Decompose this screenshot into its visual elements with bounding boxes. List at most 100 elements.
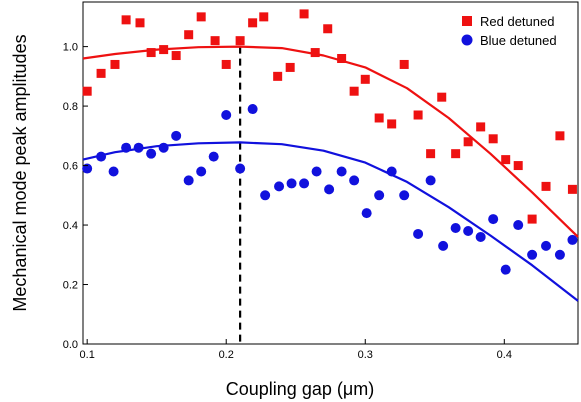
plot-frame (82, 1, 579, 345)
blue-point-29 (450, 223, 461, 234)
red-point-15 (273, 71, 283, 81)
blue-point-35 (527, 249, 538, 260)
red-point-33 (501, 155, 511, 165)
x-tick-label-1: 0.2 (219, 349, 234, 361)
red-point-12 (235, 36, 245, 46)
red-point-0 (82, 86, 92, 96)
blue-point-38 (567, 234, 578, 245)
red-point-24 (387, 119, 397, 129)
blue-point-16 (286, 178, 297, 189)
blue-point-4 (133, 142, 144, 153)
red-point-2 (110, 59, 120, 69)
blue-point-17 (299, 178, 310, 189)
blue-point-30 (463, 225, 474, 236)
blue-point-24 (386, 166, 397, 177)
blue-point-26 (413, 228, 424, 239)
blue-point-36 (541, 240, 552, 251)
fit-line-0 (82, 45, 579, 238)
red-point-23 (374, 113, 384, 123)
blue-point-9 (196, 166, 207, 177)
red-point-9 (196, 12, 206, 22)
blue-point-21 (349, 175, 360, 186)
red-point-19 (323, 24, 333, 34)
legend: Red detuned Blue detuned (461, 14, 557, 48)
red-point-27 (426, 149, 436, 159)
y-tick-label-4: 0.8 (63, 101, 78, 113)
red-point-30 (463, 137, 473, 147)
legend-marker-0 (462, 16, 472, 26)
blue-point-32 (488, 214, 499, 225)
red-point-3 (121, 15, 131, 25)
blue-point-7 (171, 130, 182, 141)
x-axis-ticks: 0.1 0.2 0.3 0.4 (80, 339, 512, 361)
blue-point-5 (146, 148, 157, 159)
blue-point-22 (361, 208, 372, 219)
blue-point-0 (82, 163, 93, 174)
red-point-14 (259, 12, 269, 22)
y-tick-label-2: 0.4 (63, 220, 78, 232)
blue-point-14 (260, 190, 271, 201)
y-tick-label-0: 0.0 (63, 339, 78, 351)
red-point-29 (451, 149, 461, 159)
plot-content (82, 9, 579, 344)
x-axis-title: Coupling gap (μm) (226, 379, 374, 399)
red-point-11 (221, 59, 231, 69)
y-tick-label-3: 0.6 (63, 161, 78, 173)
legend-label-1: Blue detuned (480, 33, 557, 48)
red-point-26 (413, 110, 423, 120)
blue-point-33 (500, 264, 511, 275)
red-point-31 (476, 122, 486, 132)
red-point-6 (159, 45, 169, 55)
blue-point-20 (336, 166, 347, 177)
blue-point-15 (274, 181, 285, 192)
fit-line-1 (82, 141, 579, 302)
red-point-7 (171, 51, 181, 61)
red-point-34 (513, 161, 523, 171)
blue-point-12 (235, 163, 246, 174)
red-point-28 (437, 92, 447, 102)
red-point-4 (135, 18, 145, 28)
red-point-18 (310, 48, 320, 58)
red-point-8 (184, 30, 194, 40)
blue-point-18 (311, 166, 322, 177)
red-point-36 (541, 181, 551, 191)
blue-point-10 (208, 151, 219, 162)
blue-point-27 (425, 175, 436, 186)
blue-point-8 (183, 175, 194, 186)
blue-point-37 (554, 249, 565, 260)
blue-point-13 (247, 104, 258, 115)
x-tick-label-3: 0.4 (497, 349, 512, 361)
red-point-21 (349, 86, 359, 96)
blue-point-6 (158, 142, 169, 153)
blue-point-1 (96, 151, 107, 162)
y-tick-label-1: 0.2 (63, 280, 78, 292)
red-point-38 (567, 184, 577, 194)
x-tick-label-2: 0.3 (358, 349, 373, 361)
blue-point-2 (108, 166, 119, 177)
blue-point-11 (221, 110, 232, 121)
y-axis-title: Mechanical mode peak amplitudes (10, 34, 30, 311)
red-point-10 (210, 36, 220, 46)
y-axis-ticks: 0.0 0.2 0.4 0.6 0.8 1.0 (63, 42, 88, 351)
blue-point-23 (374, 190, 385, 201)
red-point-22 (360, 74, 370, 84)
red-point-25 (399, 59, 409, 69)
blue-point-25 (399, 190, 410, 201)
red-point-1 (96, 68, 106, 78)
red-point-32 (488, 134, 498, 144)
red-point-16 (285, 62, 295, 72)
red-point-35 (527, 214, 537, 224)
blue-point-28 (438, 240, 449, 251)
legend-marker-1 (461, 34, 473, 46)
blue-point-34 (513, 220, 524, 231)
legend-label-0: Red detuned (480, 14, 554, 29)
blue-point-31 (475, 231, 486, 242)
blue-point-19 (324, 184, 335, 195)
blue-point-3 (121, 142, 132, 153)
red-point-5 (146, 48, 156, 58)
red-point-17 (299, 9, 309, 19)
red-point-37 (555, 131, 565, 141)
red-point-20 (337, 54, 347, 64)
red-point-13 (248, 18, 258, 28)
